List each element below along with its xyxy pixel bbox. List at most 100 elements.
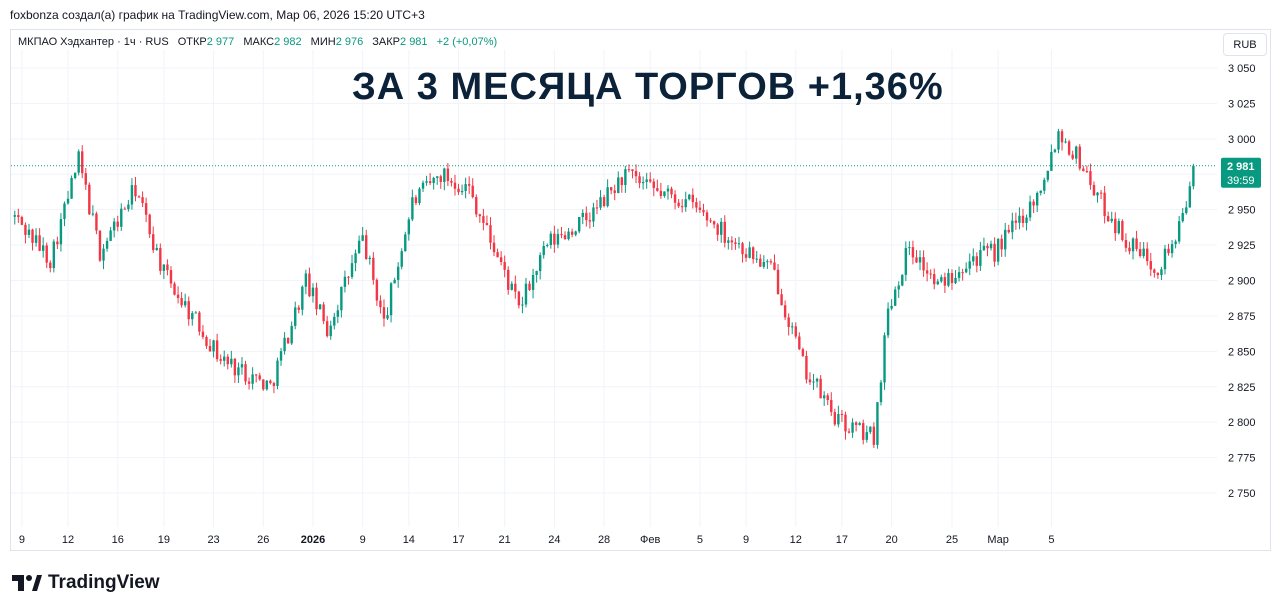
candle <box>925 262 929 282</box>
candle-body <box>155 248 158 251</box>
candle-body <box>56 241 59 245</box>
candle <box>964 262 968 274</box>
y-tick-label: 2 825 <box>1228 382 1256 394</box>
y-tick-label: 3 000 <box>1228 134 1256 146</box>
candle <box>1018 207 1021 230</box>
candle <box>560 226 563 239</box>
candle-body <box>77 151 80 173</box>
candle-body <box>45 245 48 263</box>
candle <box>567 227 570 241</box>
candle-body <box>27 229 31 235</box>
candle-body <box>1153 269 1156 273</box>
candle <box>240 357 244 375</box>
candle-body <box>517 291 521 306</box>
candle <box>822 391 826 406</box>
candle <box>98 230 102 262</box>
candle-body <box>514 283 517 292</box>
candle-body <box>893 289 897 306</box>
candle-body <box>567 231 570 240</box>
candle-body <box>627 169 631 171</box>
candle <box>570 228 574 238</box>
tradingview-logo[interactable]: TradingView <box>12 572 160 594</box>
candle-body <box>624 169 627 186</box>
candle-body <box>1007 229 1010 233</box>
candle <box>666 185 670 200</box>
candle-body <box>560 234 563 236</box>
candle-body <box>609 187 613 191</box>
candle <box>432 176 435 190</box>
candle <box>1082 165 1085 172</box>
candle-body <box>847 431 851 433</box>
candle-body <box>805 355 808 380</box>
candle <box>134 177 137 202</box>
candle-body <box>301 286 304 310</box>
candle <box>215 333 219 362</box>
candle-body <box>808 379 812 383</box>
candle <box>1177 215 1181 244</box>
candle-body <box>780 294 783 306</box>
candle-body <box>489 225 492 243</box>
candle-body <box>670 188 673 195</box>
candle-body <box>1174 241 1177 245</box>
candle-body <box>595 207 599 209</box>
candle <box>265 380 269 391</box>
candle-body <box>52 241 56 269</box>
candle <box>443 167 446 191</box>
candle-body <box>1046 170 1050 180</box>
last-price-value: 2 981 <box>1227 161 1255 173</box>
currency-button[interactable]: RUB <box>1223 33 1267 56</box>
candle-body <box>49 262 52 269</box>
x-tick-label: 12 <box>790 534 802 546</box>
candle-body <box>712 221 716 225</box>
candle <box>787 313 790 336</box>
candle <box>609 186 613 195</box>
candle-body <box>563 235 567 240</box>
candle <box>13 210 16 225</box>
candle <box>467 176 471 195</box>
low-label: МИН <box>310 36 336 48</box>
candle-body <box>862 423 865 440</box>
candle-body <box>897 285 900 290</box>
symbol-name[interactable]: МКПАО Хэдхантер · 1ч · RUS <box>18 36 169 48</box>
candle <box>663 191 666 198</box>
candle <box>656 179 659 192</box>
candle-body <box>879 382 883 403</box>
candle <box>1188 181 1192 208</box>
candle <box>1060 129 1064 151</box>
candle <box>890 299 893 311</box>
candle-body <box>294 307 297 326</box>
candle <box>425 175 428 186</box>
candle <box>1114 212 1117 241</box>
candle <box>705 209 709 227</box>
candle <box>254 374 258 383</box>
candle-body <box>329 325 332 337</box>
candle-body <box>233 358 237 376</box>
candle-body <box>191 313 194 320</box>
candle-body <box>741 243 744 255</box>
candle-body <box>933 274 936 285</box>
candle <box>954 270 957 285</box>
x-tick-label: 17 <box>836 534 848 546</box>
candle <box>979 241 982 272</box>
grid-lines <box>11 50 1217 527</box>
candle-body <box>467 184 471 186</box>
candle-body <box>1181 212 1184 222</box>
candle-body <box>826 395 829 401</box>
candle-body <box>272 383 276 386</box>
candle-body <box>219 359 222 361</box>
candle-body <box>925 270 929 274</box>
candle-body <box>41 245 45 251</box>
candle <box>1046 170 1050 183</box>
candle <box>680 199 684 213</box>
candle <box>66 190 70 205</box>
candle <box>49 260 52 273</box>
candle <box>677 199 680 209</box>
candle-body <box>709 220 712 222</box>
candle <box>893 286 897 307</box>
candle <box>304 269 308 295</box>
candle <box>815 377 819 388</box>
candle-body <box>98 230 102 261</box>
candle-body <box>901 274 904 286</box>
candle <box>464 177 467 199</box>
